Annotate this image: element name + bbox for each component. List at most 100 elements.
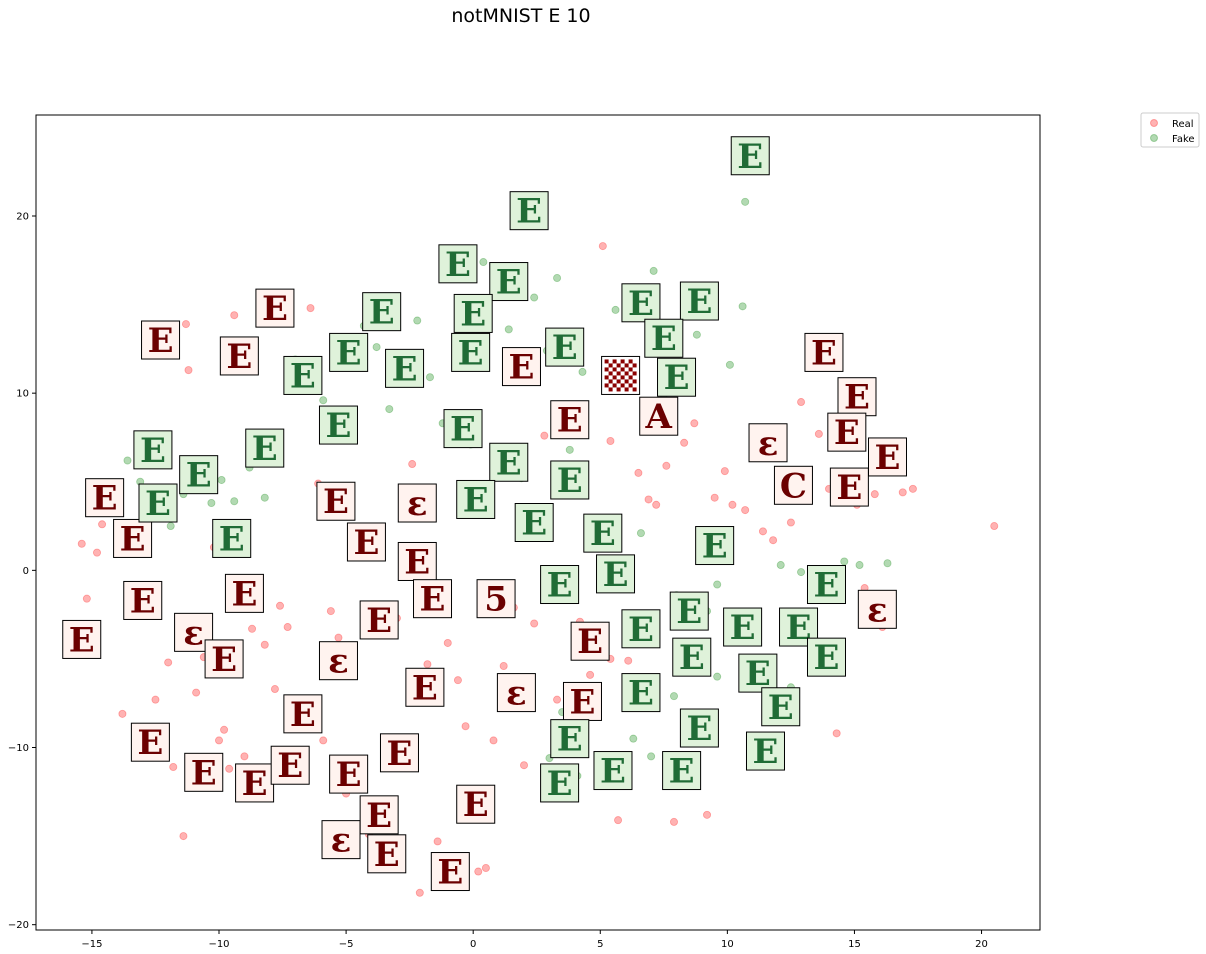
svg-text:E: E (570, 682, 596, 722)
scatter-point-real (319, 736, 328, 745)
thumbnail-fake: E (745, 731, 785, 772)
svg-text:E: E (664, 358, 690, 398)
scatter-point-real (283, 623, 292, 632)
svg-text:E: E (186, 456, 212, 496)
thumbnail-fake: E (245, 428, 285, 469)
scatter-point-real (270, 685, 279, 694)
svg-text:E: E (374, 835, 400, 875)
y-tick-label: −20 (8, 920, 29, 931)
scatter-point-real (192, 688, 201, 697)
thumbnail-real: E (397, 541, 437, 582)
thumbnail-fake: E (318, 405, 358, 446)
scatter-point-real (184, 366, 193, 375)
svg-text:E: E (547, 764, 573, 804)
svg-text:5: 5 (484, 580, 508, 620)
scatter-point-real (908, 484, 917, 493)
thumbnail-fake: E (362, 292, 402, 333)
scatter-point-real (769, 536, 778, 545)
scatter-point-fake (413, 316, 422, 325)
thumbnail-real: E (430, 852, 470, 893)
scatter-point-real (220, 725, 229, 734)
scatter-point-real (474, 867, 483, 876)
svg-text:E: E (814, 638, 840, 678)
thumbnail-real: E (827, 412, 867, 453)
thumbnail-real: E (204, 639, 244, 680)
scatter-point-real (82, 594, 91, 603)
svg-text:A: A (645, 397, 673, 437)
thumbnail-fake: E (550, 719, 590, 760)
x-tick-label: 0 (470, 939, 476, 950)
thumbnail-real: ε (748, 423, 788, 464)
scatter-point-real (240, 752, 249, 761)
svg-text:ε: ε (183, 613, 204, 653)
thumbnail-real: ε (321, 820, 361, 861)
scatter-point-real (520, 761, 529, 770)
scatter-point-real (553, 695, 562, 704)
scatter-point-fake (207, 499, 216, 508)
scatter-point-fake (123, 456, 132, 465)
thumbnail-real: E (316, 481, 356, 522)
scatter-point-real (93, 548, 102, 557)
y-tick-label: 20 (16, 211, 29, 222)
scatter-point-real (415, 888, 424, 897)
scatter-point-fake (372, 343, 381, 352)
thumbnail-real: E (550, 400, 590, 441)
svg-text:E: E (420, 580, 446, 620)
scatter-point-real (276, 601, 285, 610)
svg-text:E: E (252, 429, 278, 469)
scatter-point-real (77, 539, 86, 548)
legend-label-real: Real (1172, 119, 1194, 130)
svg-text:E: E (366, 796, 392, 836)
thumbnail-fake: E (596, 554, 636, 595)
thumbnail-fake: E (550, 460, 590, 501)
scatter-point-real (898, 488, 907, 497)
thumbnail-fake: E (329, 332, 369, 373)
svg-text:E: E (450, 410, 476, 450)
y-tick-label: 0 (23, 566, 29, 577)
thumbnail-real: E (829, 467, 869, 508)
thumbnail-fake: E (443, 409, 483, 450)
legend-box (1140, 112, 1200, 148)
thumbnail-real: E (379, 733, 419, 774)
thumbnail-fake: E (583, 513, 623, 554)
scatter-point-real (797, 398, 806, 407)
scatter-point-real (652, 500, 661, 509)
svg-text:E: E (669, 752, 695, 792)
svg-text:E: E (737, 137, 763, 177)
x-tick-label: 10 (721, 939, 734, 950)
scatter-point-real (710, 493, 719, 502)
legend: Real Fake (1140, 112, 1200, 148)
scatter-point-fake (230, 497, 239, 506)
svg-text:E: E (600, 752, 626, 792)
scatter-point-real (720, 467, 729, 476)
svg-text:E: E (140, 431, 166, 471)
svg-text:E: E (628, 610, 654, 650)
svg-text:E: E (557, 461, 583, 501)
scatter-point-fake (319, 396, 328, 405)
scatter-point-real (530, 619, 539, 628)
thumbnail-real: E (501, 347, 541, 388)
svg-text:ε: ε (506, 674, 527, 714)
thumbnail-fake: E (679, 708, 719, 749)
thumbnail-real: 5 (476, 579, 516, 620)
svg-text:E: E (814, 566, 840, 606)
svg-text:E: E (290, 695, 316, 735)
thumbnail-fake: E (662, 751, 702, 792)
thumbnail-real: E (219, 336, 259, 377)
scatter-point-real (326, 607, 335, 616)
scatter-point-real (215, 736, 224, 745)
scatter-point-real (489, 736, 498, 745)
scatter-point-fake (479, 258, 488, 267)
svg-text:E: E (412, 668, 438, 708)
thumbnail-real: E (113, 518, 153, 559)
thumbnail-real: E (130, 722, 170, 763)
scatter-point-real (540, 431, 549, 440)
thumbnail-fake: E (456, 479, 496, 520)
svg-text:E: E (191, 753, 217, 793)
svg-text:E: E (834, 413, 860, 453)
scatter-point-fake (504, 325, 513, 334)
thumbnail-fake: E (738, 653, 778, 694)
scatter-point-fake (611, 305, 620, 314)
thumbnail-fake: E (806, 637, 846, 678)
